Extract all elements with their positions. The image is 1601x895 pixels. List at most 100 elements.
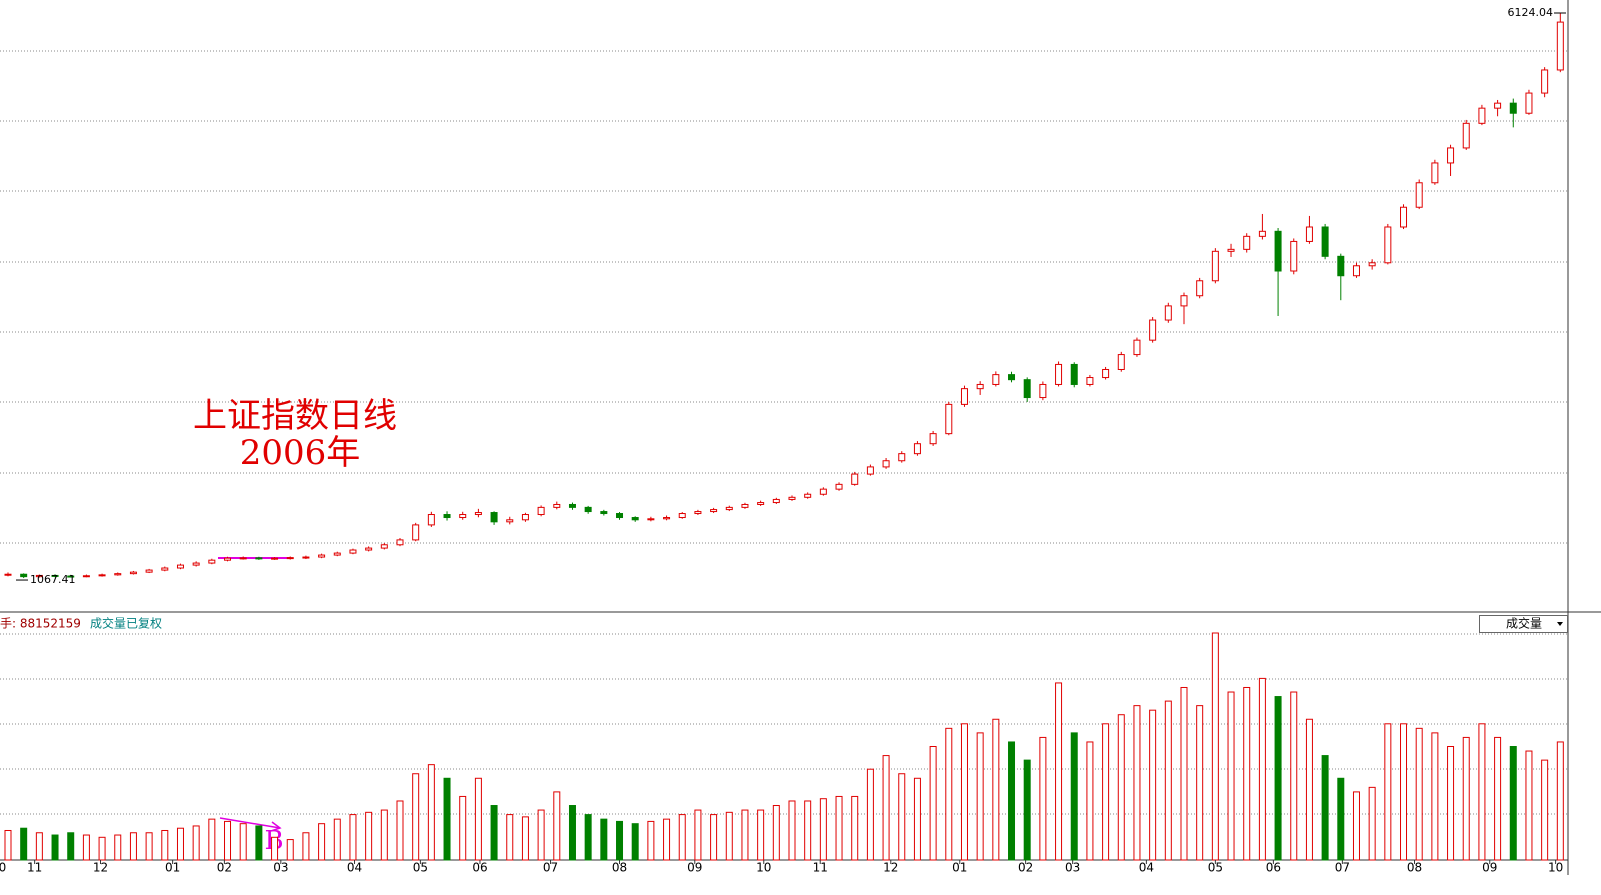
volume-bar bbox=[161, 829, 169, 861]
candle-body bbox=[145, 569, 153, 573]
x-tick-label: 12 bbox=[883, 861, 898, 875]
volume-bar bbox=[176, 827, 184, 861]
volume-bar bbox=[114, 834, 122, 861]
volume-bar bbox=[929, 746, 937, 861]
volume-bar bbox=[365, 811, 373, 861]
candle-body bbox=[1415, 182, 1423, 208]
candle-body bbox=[710, 509, 718, 513]
volume-bar bbox=[1227, 691, 1235, 861]
candle-body bbox=[35, 574, 43, 578]
volume-bar bbox=[67, 832, 75, 861]
x-tick-label: 08 bbox=[1407, 861, 1422, 875]
x-tick-label: 07 bbox=[543, 861, 558, 875]
volume-bar bbox=[412, 773, 420, 861]
candle-body bbox=[1211, 250, 1219, 282]
indicator-select-label[interactable]: 成交量 bbox=[1506, 616, 1542, 631]
volume-bar bbox=[1055, 682, 1063, 861]
volume-bar bbox=[694, 809, 702, 861]
candle-body bbox=[365, 547, 373, 551]
volume-bar bbox=[20, 827, 28, 861]
candle-body bbox=[302, 556, 310, 559]
candle-body bbox=[1368, 262, 1376, 267]
arrow-head bbox=[270, 821, 282, 832]
volume-bar bbox=[1368, 786, 1376, 861]
candle-body bbox=[1023, 379, 1031, 399]
volume-bar bbox=[51, 834, 59, 861]
candle-body bbox=[584, 506, 592, 513]
candle-body bbox=[1117, 354, 1125, 370]
candle-body bbox=[678, 513, 686, 519]
candle-body bbox=[913, 443, 921, 455]
candle-body bbox=[1509, 102, 1517, 114]
candle-body bbox=[929, 433, 937, 445]
volume-bar bbox=[537, 809, 545, 861]
candle-body bbox=[772, 498, 780, 504]
candle-body bbox=[271, 557, 279, 560]
candle-body bbox=[114, 573, 122, 576]
candle-body bbox=[1525, 92, 1533, 114]
volume-bar bbox=[1305, 718, 1313, 861]
candle-body bbox=[1180, 295, 1188, 307]
volume-bar bbox=[349, 814, 357, 861]
candle-body bbox=[631, 517, 639, 521]
candle-body bbox=[553, 503, 561, 508]
indicator-select[interactable] bbox=[1479, 615, 1568, 633]
volume-bar bbox=[82, 834, 90, 861]
volume-bar bbox=[459, 795, 467, 861]
x-tick-label: 07 bbox=[1335, 861, 1350, 875]
volume-bar bbox=[98, 836, 106, 861]
candle-body bbox=[882, 460, 890, 468]
volume-bar bbox=[600, 818, 608, 861]
dropdown-arrow[interactable] bbox=[1557, 622, 1563, 626]
x-tick-label: 04 bbox=[1139, 861, 1154, 875]
x-tick-label: 03 bbox=[273, 861, 288, 875]
volume-bar bbox=[1447, 746, 1455, 861]
volume-bar bbox=[631, 823, 639, 861]
candle-body bbox=[1321, 226, 1329, 257]
x-tick-label: 11 bbox=[27, 861, 42, 875]
volume-bar bbox=[835, 795, 843, 861]
candle-body bbox=[757, 502, 765, 505]
x-tick-label: 06 bbox=[1266, 861, 1281, 875]
candle-body bbox=[208, 559, 216, 564]
max-label: 6124.04 bbox=[1508, 6, 1554, 19]
x-tick-label: 10 bbox=[0, 861, 6, 875]
candle-body bbox=[67, 575, 75, 578]
volume-bar bbox=[1494, 736, 1502, 861]
volume-bar bbox=[741, 809, 749, 861]
volume-bar bbox=[1352, 791, 1360, 861]
volume-bar bbox=[1211, 632, 1219, 861]
candle-body bbox=[741, 503, 749, 508]
candle-body bbox=[1086, 377, 1094, 385]
volume-bar bbox=[318, 823, 326, 861]
candle-body bbox=[349, 549, 357, 554]
candle-body bbox=[286, 557, 294, 560]
candle-body bbox=[1227, 248, 1235, 252]
candle-body bbox=[1070, 363, 1078, 385]
volume-bar bbox=[757, 809, 765, 861]
candle-body bbox=[1290, 240, 1298, 272]
volume-bar bbox=[1258, 677, 1266, 861]
candle-body bbox=[82, 575, 90, 578]
volume-bar bbox=[710, 814, 718, 861]
volume-bar bbox=[427, 764, 435, 861]
volume-bar bbox=[271, 836, 279, 861]
candle-body bbox=[804, 493, 812, 498]
candle-body bbox=[318, 554, 326, 558]
volume-bar bbox=[898, 773, 906, 861]
candle-body bbox=[176, 564, 184, 569]
candle-body bbox=[568, 503, 576, 508]
candle-body bbox=[898, 453, 906, 462]
candle-body bbox=[1258, 230, 1266, 237]
candle-body bbox=[474, 512, 482, 516]
volume-bar bbox=[725, 811, 733, 861]
x-tick-label: 03 bbox=[1065, 861, 1080, 875]
volume-bar bbox=[239, 823, 247, 861]
volume-bar bbox=[4, 829, 12, 861]
volume-bar bbox=[208, 818, 216, 861]
volume-bar bbox=[1274, 696, 1282, 861]
volume-bar bbox=[286, 839, 294, 861]
candle-body bbox=[443, 514, 451, 519]
